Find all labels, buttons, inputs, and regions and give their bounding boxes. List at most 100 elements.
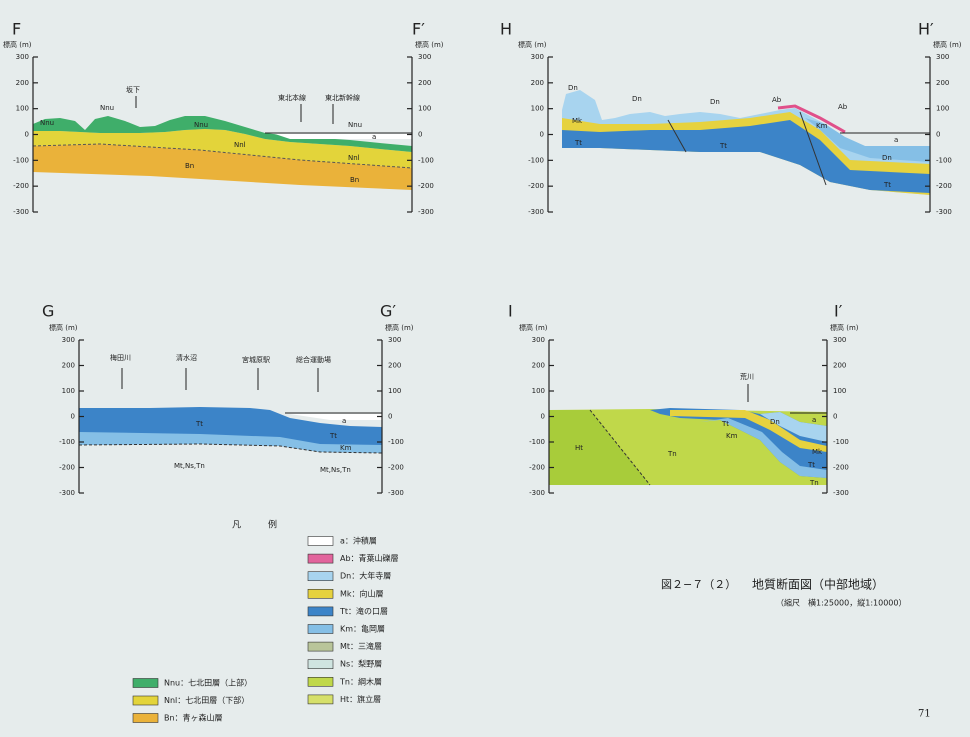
tick-label: 200 (62, 362, 75, 370)
layer-nnl (33, 129, 412, 168)
fault (667, 119, 687, 153)
legend-swatch (307, 536, 334, 546)
tick-label: -200 (936, 182, 952, 190)
layer-label: Tt (719, 142, 727, 150)
axis-label: 標高 (m) (385, 323, 414, 332)
section-start: G (42, 302, 54, 321)
tick-label: -100 (833, 438, 849, 446)
tick-label: 300 (16, 53, 29, 61)
tick-label: 300 (62, 336, 75, 344)
tick-label: 0 (541, 413, 545, 421)
legend-label: Tn：綱木層 (339, 676, 382, 686)
legend-swatch (307, 694, 334, 705)
tick-label: -300 (59, 489, 75, 497)
place-label: 荒川 (740, 372, 754, 381)
layer-km (79, 432, 382, 453)
tick-label: 200 (936, 79, 949, 87)
layer-label: Tt (807, 461, 815, 469)
figure-number: 図２−７（２） (661, 578, 736, 591)
layer-label: Dn (568, 84, 578, 92)
place-label: 東北本線 (278, 93, 306, 102)
layer-label: Mk (812, 448, 823, 456)
layer-km (700, 418, 827, 478)
tick-label: -100 (13, 156, 29, 164)
tick-label: -200 (418, 182, 434, 190)
tick-label: 100 (418, 105, 431, 113)
legend-swatch (307, 606, 334, 617)
place-label: 梅田川 (110, 353, 131, 362)
layer-label: Mt,Ns,Tn (320, 466, 351, 474)
tick-label: 300 (531, 53, 544, 61)
axis-label: 標高 (m) (830, 323, 859, 332)
section-h: H H′ Dn Dn Dn Dn Mk Tt Tt Ab Ab Km a Tt (500, 20, 934, 195)
place-label: 総合運動場 (296, 355, 331, 364)
tick-label: -200 (13, 182, 29, 190)
tick-label: 0 (25, 131, 29, 139)
layer-ht (549, 410, 650, 485)
tick-label: 300 (388, 336, 401, 344)
layer-label: Tt (195, 420, 203, 428)
layer-label: Tt (721, 420, 729, 428)
layer-label: Dn (632, 95, 642, 103)
tick-label: 100 (388, 387, 401, 395)
tick-label: 0 (936, 131, 940, 139)
axis-label: 標高 (m) (49, 323, 78, 332)
page-number: 71 (918, 709, 931, 720)
tick-label: -200 (833, 464, 849, 472)
tick-label: -300 (936, 208, 952, 216)
axis-label: 標高 (m) (933, 40, 962, 49)
fault (799, 111, 827, 186)
layer-mk (670, 410, 827, 452)
tick-label: 100 (936, 105, 949, 113)
layer-label: Tt (574, 139, 582, 147)
legend-label: Ht：旗立層 (340, 694, 381, 704)
layer-label: Tt (329, 432, 337, 440)
layer-label: Tt (883, 181, 891, 189)
legend-label: Dn：大年寺層 (340, 571, 391, 581)
section-start: H (500, 20, 512, 39)
tick-label: -100 (388, 438, 404, 446)
legend-swatch (307, 624, 334, 634)
layer-a (290, 414, 382, 420)
boundary (32, 143, 413, 169)
layer-dn (760, 412, 827, 442)
legend-swatch (307, 676, 334, 687)
tick-label: -100 (418, 156, 434, 164)
layer-label: Km (726, 432, 738, 440)
layer-label: Bn (350, 176, 359, 184)
tick-label: 100 (531, 105, 544, 113)
tick-label: -300 (833, 489, 849, 497)
tick-label: 200 (418, 79, 431, 87)
layer-label: Nnu (100, 104, 114, 112)
tick-label: -300 (418, 208, 434, 216)
axis-label: 標高 (m) (415, 40, 444, 49)
tick-label: 0 (388, 413, 392, 421)
section-start: F (12, 20, 21, 39)
layer-label: Tn (667, 450, 677, 458)
layer-label: Mt,Ns,Tn (174, 462, 205, 470)
axis-label: 標高 (m) (3, 40, 32, 49)
place-label: 東北新幹線 (325, 93, 360, 102)
axis-label: 標高 (m) (518, 40, 547, 49)
tick-label: 0 (418, 131, 422, 139)
layer-label: Nnu (194, 121, 208, 129)
layer-bn (33, 144, 412, 190)
layer-nnu (33, 116, 412, 152)
tick-label: 300 (418, 53, 431, 61)
layer-label: Nnl (234, 141, 246, 149)
tick-label: -300 (529, 489, 545, 497)
layer-km (805, 118, 930, 162)
tick-label: 300 (936, 53, 949, 61)
layer-ab (777, 104, 846, 134)
tick-label: 200 (833, 362, 846, 370)
layer-label: Dn (882, 154, 892, 162)
layer-label: Nnl (348, 154, 360, 162)
tick-label: 200 (16, 79, 29, 87)
legend-label: a：沖積層 (340, 536, 377, 546)
layer-label: Mk (572, 117, 583, 125)
legend-swatch (307, 659, 334, 670)
section-end: I′ (834, 302, 843, 321)
tick-label: 100 (833, 387, 846, 395)
legend-swatch (307, 553, 334, 564)
